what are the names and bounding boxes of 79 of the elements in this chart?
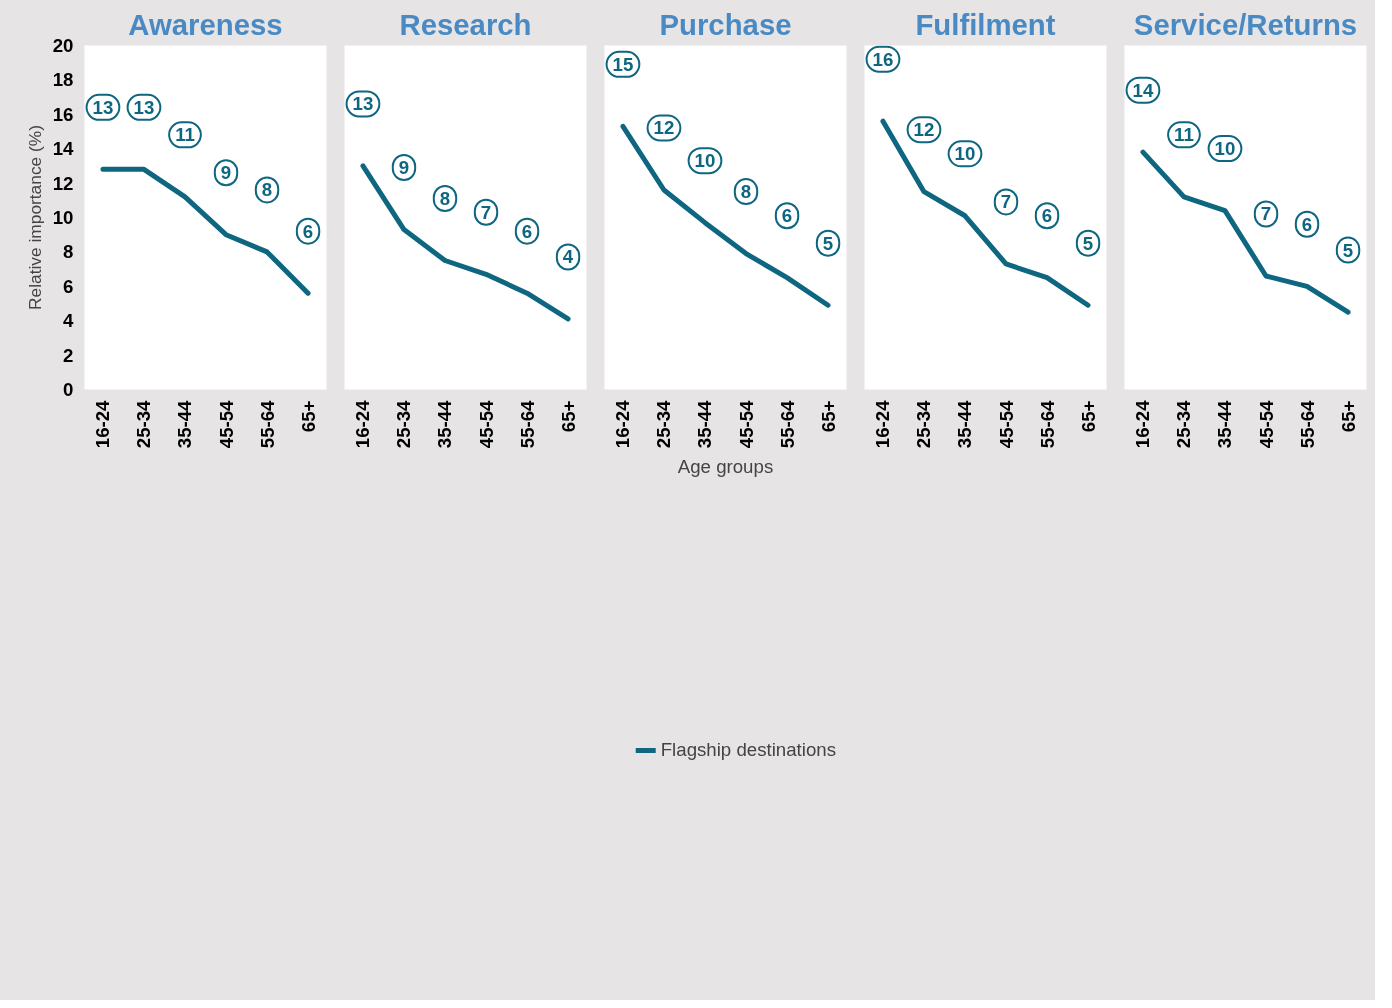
legend-label: Flagship destinations <box>660 739 836 761</box>
x-tick-label: 25-34 <box>393 399 415 449</box>
data-label: 5 <box>1082 232 1094 254</box>
data-label: 6 <box>302 220 314 242</box>
x-axis-title: Age groups <box>677 456 774 478</box>
x-tick-label: 55-64 <box>1036 399 1058 449</box>
chart-title: Research <box>399 7 532 41</box>
x-tick-label: 25-34 <box>913 399 935 449</box>
x-tick-label: 65+ <box>817 400 839 433</box>
y-axis-title: Relative importance (%) <box>24 125 45 310</box>
x-tick-label: 45-54 <box>1255 399 1277 449</box>
x-tick-label: 55-64 <box>256 399 278 449</box>
data-label: 10 <box>694 150 716 172</box>
data-label: 12 <box>913 119 935 141</box>
data-label: 7 <box>1000 191 1012 213</box>
x-tick-label: 16-24 <box>872 399 894 449</box>
data-label: 8 <box>439 188 451 209</box>
y-tick-label: 10 <box>52 207 74 228</box>
data-label: 6 <box>1041 205 1053 227</box>
data-label: 8 <box>261 179 273 201</box>
data-label: 6 <box>781 205 793 227</box>
x-tick-label: 55-64 <box>1296 399 1318 449</box>
x-tick-label: 35-44 <box>954 399 976 449</box>
x-tick-label: 16-24 <box>1132 399 1154 449</box>
y-tick-label: 6 <box>63 275 74 297</box>
y-tick-label: 0 <box>63 379 74 400</box>
chart-title: Purchase <box>659 7 792 41</box>
data-label: 13 <box>92 96 114 118</box>
chart-title: Service/Returns <box>1133 7 1358 41</box>
data-label: 15 <box>612 53 634 75</box>
y-tick-label: 4 <box>63 310 75 332</box>
data-label: 9 <box>398 157 410 179</box>
data-label: 7 <box>1260 203 1272 225</box>
x-tick-label: 16-24 <box>92 399 114 449</box>
data-label: 10 <box>1214 138 1236 160</box>
x-tick-label: 45-54 <box>735 399 757 449</box>
data-label: 9 <box>220 162 232 184</box>
x-tick-label: 16-24 <box>612 399 634 449</box>
data-label: 12 <box>653 117 675 139</box>
x-tick-label: 35-44 <box>1214 399 1236 449</box>
x-tick-label: 65+ <box>297 400 319 433</box>
data-label: 4 <box>562 246 574 268</box>
data-label: 6 <box>521 220 533 242</box>
x-tick-label: 55-64 <box>516 399 538 449</box>
x-tick-label: 35-44 <box>434 399 456 449</box>
x-tick-label: 25-34 <box>1173 399 1195 449</box>
y-tick-label: 2 <box>63 344 74 366</box>
y-tick-label: 8 <box>63 241 74 263</box>
x-tick-label: 35-44 <box>694 399 716 449</box>
data-label: 10 <box>954 143 976 165</box>
data-label: 16 <box>872 48 894 70</box>
y-tick-label: 12 <box>52 172 74 194</box>
x-tick-label: 65+ <box>557 400 579 433</box>
x-tick-label: 45-54 <box>215 399 237 449</box>
data-label: 6 <box>1301 213 1313 235</box>
data-label: 13 <box>352 93 374 115</box>
x-tick-label: 65+ <box>1337 400 1359 433</box>
y-tick-label: 16 <box>52 103 74 125</box>
data-label: 5 <box>822 232 834 254</box>
x-tick-label: 25-34 <box>653 399 675 449</box>
chart-title: Fulfilment <box>915 7 1056 41</box>
data-label: 8 <box>740 181 752 203</box>
data-label: 11 <box>1174 124 1194 146</box>
x-tick-label: 55-64 <box>776 399 798 449</box>
x-tick-label: 25-34 <box>133 399 155 449</box>
x-tick-label: 35-44 <box>174 399 196 449</box>
x-tick-label: 65+ <box>1077 400 1099 433</box>
x-tick-label: 16-24 <box>352 399 374 449</box>
data-label: 7 <box>480 201 492 223</box>
y-tick-label: 18 <box>52 69 74 91</box>
chart-title: Awareness <box>128 7 283 41</box>
y-tick-label: 14 <box>52 138 75 160</box>
data-label: 13 <box>133 96 155 118</box>
x-tick-label: 45-54 <box>995 399 1017 449</box>
data-label: 14 <box>1132 79 1154 101</box>
y-tick-label: 20 <box>52 35 74 56</box>
data-label: 11 <box>175 124 195 146</box>
data-label: 5 <box>1342 239 1354 261</box>
x-tick-label: 45-54 <box>475 399 497 449</box>
